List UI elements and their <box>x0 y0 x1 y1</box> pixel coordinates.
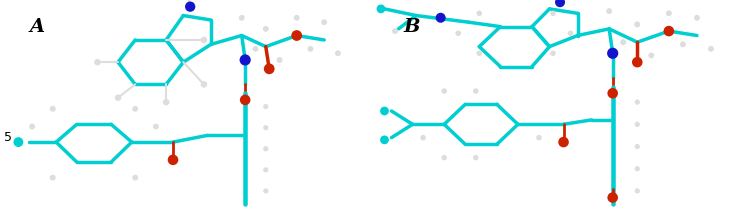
Point <box>607 196 619 199</box>
Point <box>604 9 616 13</box>
Point <box>607 91 619 95</box>
Point <box>260 168 272 172</box>
Point <box>198 83 210 86</box>
Point <box>631 100 643 104</box>
Point <box>438 89 450 93</box>
Point <box>26 125 38 128</box>
Point <box>438 156 450 159</box>
Point <box>547 12 559 15</box>
Point <box>705 47 717 51</box>
Point <box>198 38 210 42</box>
Text: B: B <box>403 18 420 36</box>
Point <box>547 52 559 55</box>
Point <box>305 47 317 51</box>
Point <box>417 136 429 139</box>
Point <box>112 96 124 99</box>
Point <box>167 158 179 162</box>
Point <box>474 12 486 15</box>
Point <box>260 27 272 31</box>
Point <box>677 43 689 46</box>
Point <box>617 40 629 44</box>
Point <box>474 52 486 55</box>
Point <box>645 54 657 57</box>
Point <box>631 145 643 148</box>
Point <box>260 126 272 129</box>
Point <box>379 138 391 142</box>
Point <box>239 98 251 102</box>
Point <box>554 0 566 4</box>
Point <box>435 16 447 20</box>
Point <box>631 123 643 126</box>
Text: 5: 5 <box>4 131 12 144</box>
Point <box>379 109 391 113</box>
Point <box>129 107 141 111</box>
Point <box>239 58 251 62</box>
Point <box>160 100 172 104</box>
Point <box>691 16 703 20</box>
Point <box>260 189 272 193</box>
Point <box>631 23 643 26</box>
Point <box>389 29 401 33</box>
Point <box>291 16 303 20</box>
Point <box>631 60 643 64</box>
Point <box>273 58 285 62</box>
Point <box>150 125 162 128</box>
Point <box>557 140 569 144</box>
Point <box>291 34 303 37</box>
Point <box>631 167 643 170</box>
Point <box>47 107 59 111</box>
Point <box>631 189 643 193</box>
Point <box>533 136 545 139</box>
Point <box>13 140 25 144</box>
Point <box>452 32 464 35</box>
Point <box>236 16 248 20</box>
Point <box>47 176 59 179</box>
Point <box>318 20 330 24</box>
Point <box>129 176 141 179</box>
Point <box>375 7 387 11</box>
Point <box>260 105 272 108</box>
Point <box>249 47 261 51</box>
Point <box>91 60 103 64</box>
Point <box>185 5 196 8</box>
Text: A: A <box>30 18 45 36</box>
Point <box>607 52 619 55</box>
Point <box>565 32 577 35</box>
Point <box>332 52 344 55</box>
Point <box>263 67 275 71</box>
Point <box>663 12 675 15</box>
Point <box>260 147 272 151</box>
Point <box>470 89 482 93</box>
Point <box>470 156 482 159</box>
Point <box>663 29 675 33</box>
